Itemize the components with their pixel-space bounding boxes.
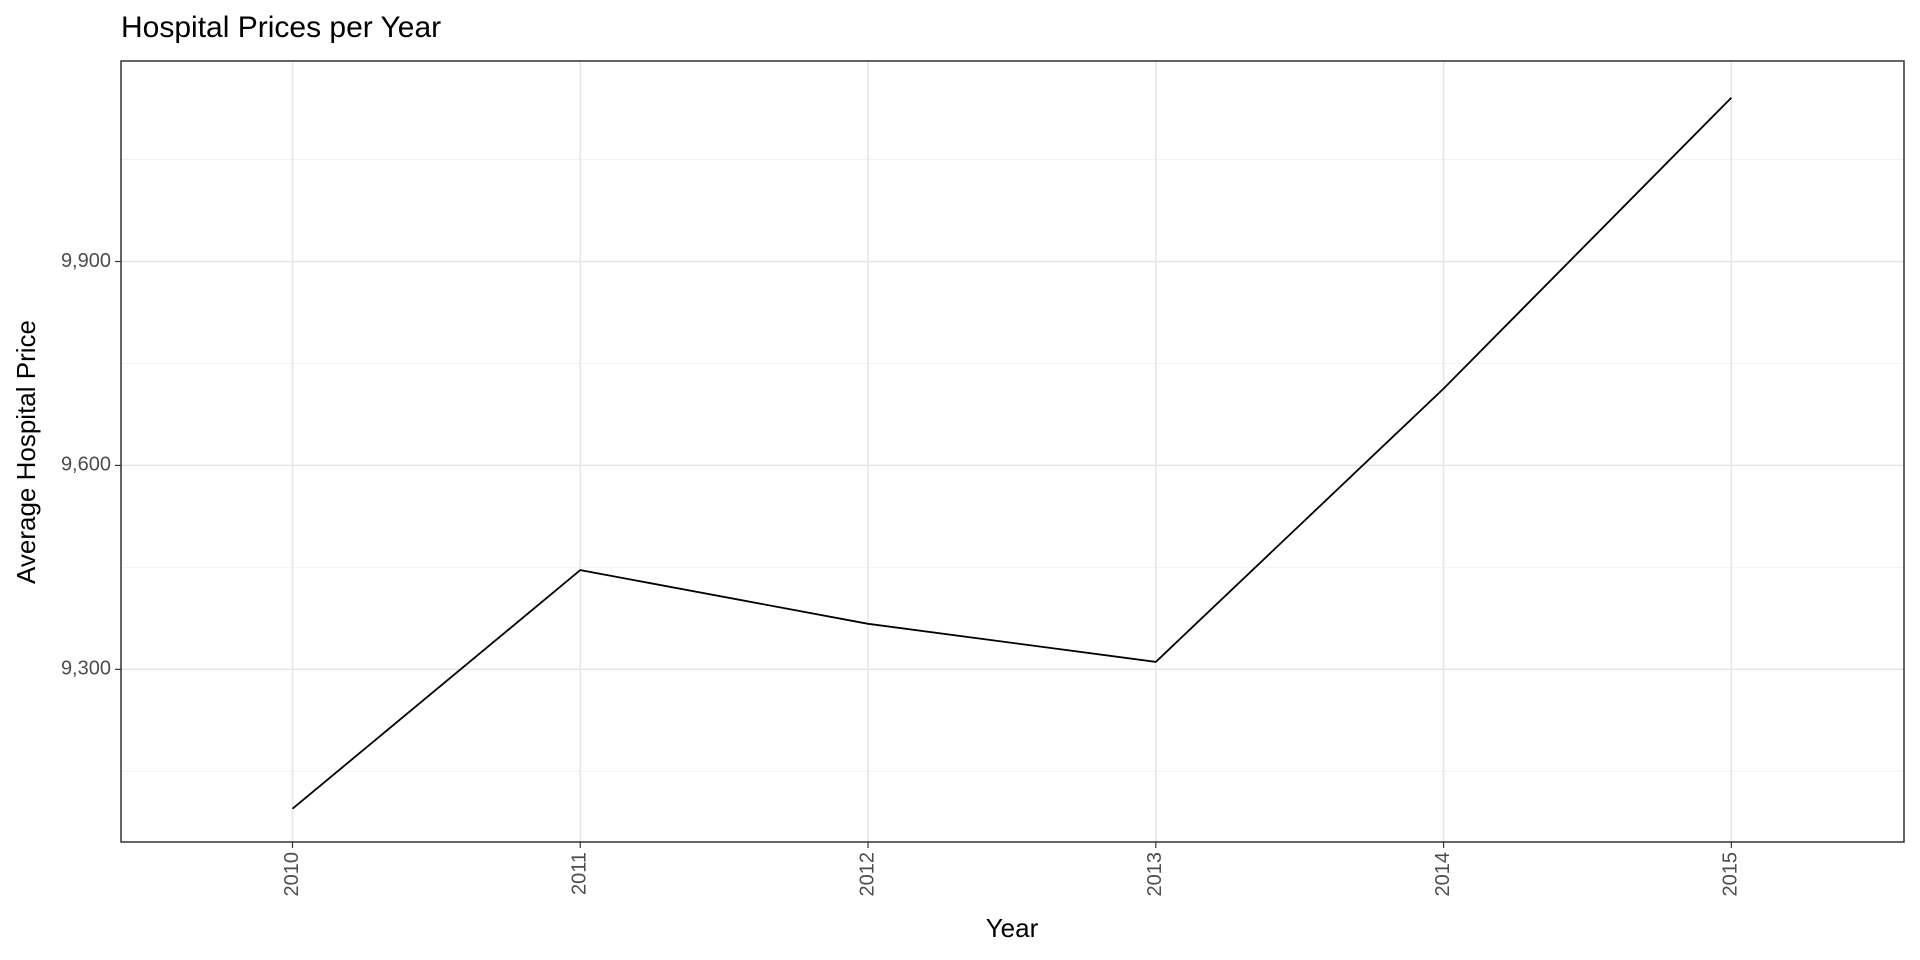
y-tick-label: 9,900 <box>61 250 111 272</box>
x-tick-label: 2011 <box>569 852 591 895</box>
line <box>291 97 1732 810</box>
x-tick-label: 2010 <box>281 852 303 897</box>
x-tick-label: 2015 <box>1720 852 1742 897</box>
y-axis-label: Average Hospital Price <box>11 320 41 584</box>
x-tick-label: 2014 <box>1432 852 1454 897</box>
chart-title: Hospital Prices per Year <box>121 11 441 44</box>
y-tick-label: 9,300 <box>61 658 111 680</box>
x-tick-label: 2012 <box>856 852 878 897</box>
x-axis-label: Year <box>986 913 1039 943</box>
x-tick-label: 2013 <box>1144 852 1166 897</box>
y-tick-label: 9,600 <box>61 454 111 476</box>
plot-border <box>120 60 1905 843</box>
